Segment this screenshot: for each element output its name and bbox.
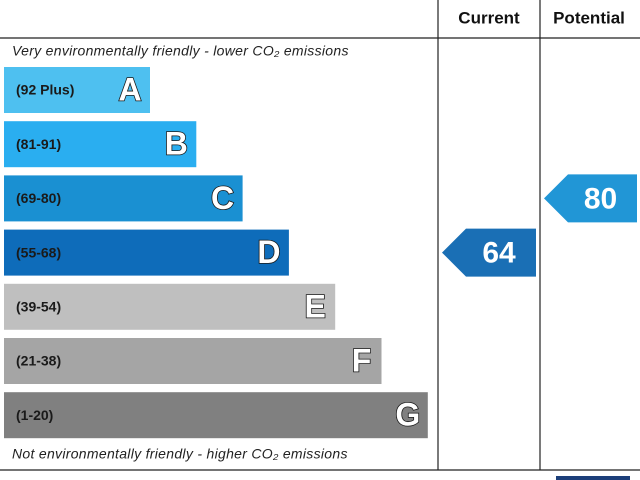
bottom-note: Not environmentally friendly - higher CO… [12, 446, 348, 462]
band-range: (39-54) [16, 299, 61, 315]
band-range: (92 Plus) [16, 82, 74, 98]
band-range: (1-20) [16, 407, 53, 423]
band-bar [4, 175, 243, 222]
current-value: 64 [482, 237, 516, 270]
potential-value: 80 [584, 182, 617, 215]
band-bar [4, 338, 382, 384]
band-letter: G [395, 397, 420, 433]
band-letter: A [118, 71, 141, 107]
band-bar [4, 121, 197, 168]
band-letter: F [352, 342, 372, 378]
band-range: (55-68) [16, 244, 61, 260]
band-bar [4, 67, 150, 113]
band-letter: E [305, 288, 326, 324]
footer-fragment [556, 476, 630, 480]
potential-arrow [544, 174, 637, 223]
band-bar [4, 392, 428, 439]
band-bar [4, 283, 336, 330]
band-range: (81-91) [16, 136, 61, 152]
band-letter: B [165, 126, 188, 162]
band-letter: C [211, 180, 234, 216]
band-range: (69-80) [16, 190, 61, 206]
band-letter: D [257, 234, 280, 270]
header-potential: Potential [553, 8, 625, 27]
band-bar [4, 229, 289, 276]
band-range: (21-38) [16, 353, 61, 369]
current-arrow [442, 228, 536, 277]
top-note: Very environmentally friendly - lower CO… [12, 43, 349, 59]
header-current: Current [458, 8, 520, 27]
